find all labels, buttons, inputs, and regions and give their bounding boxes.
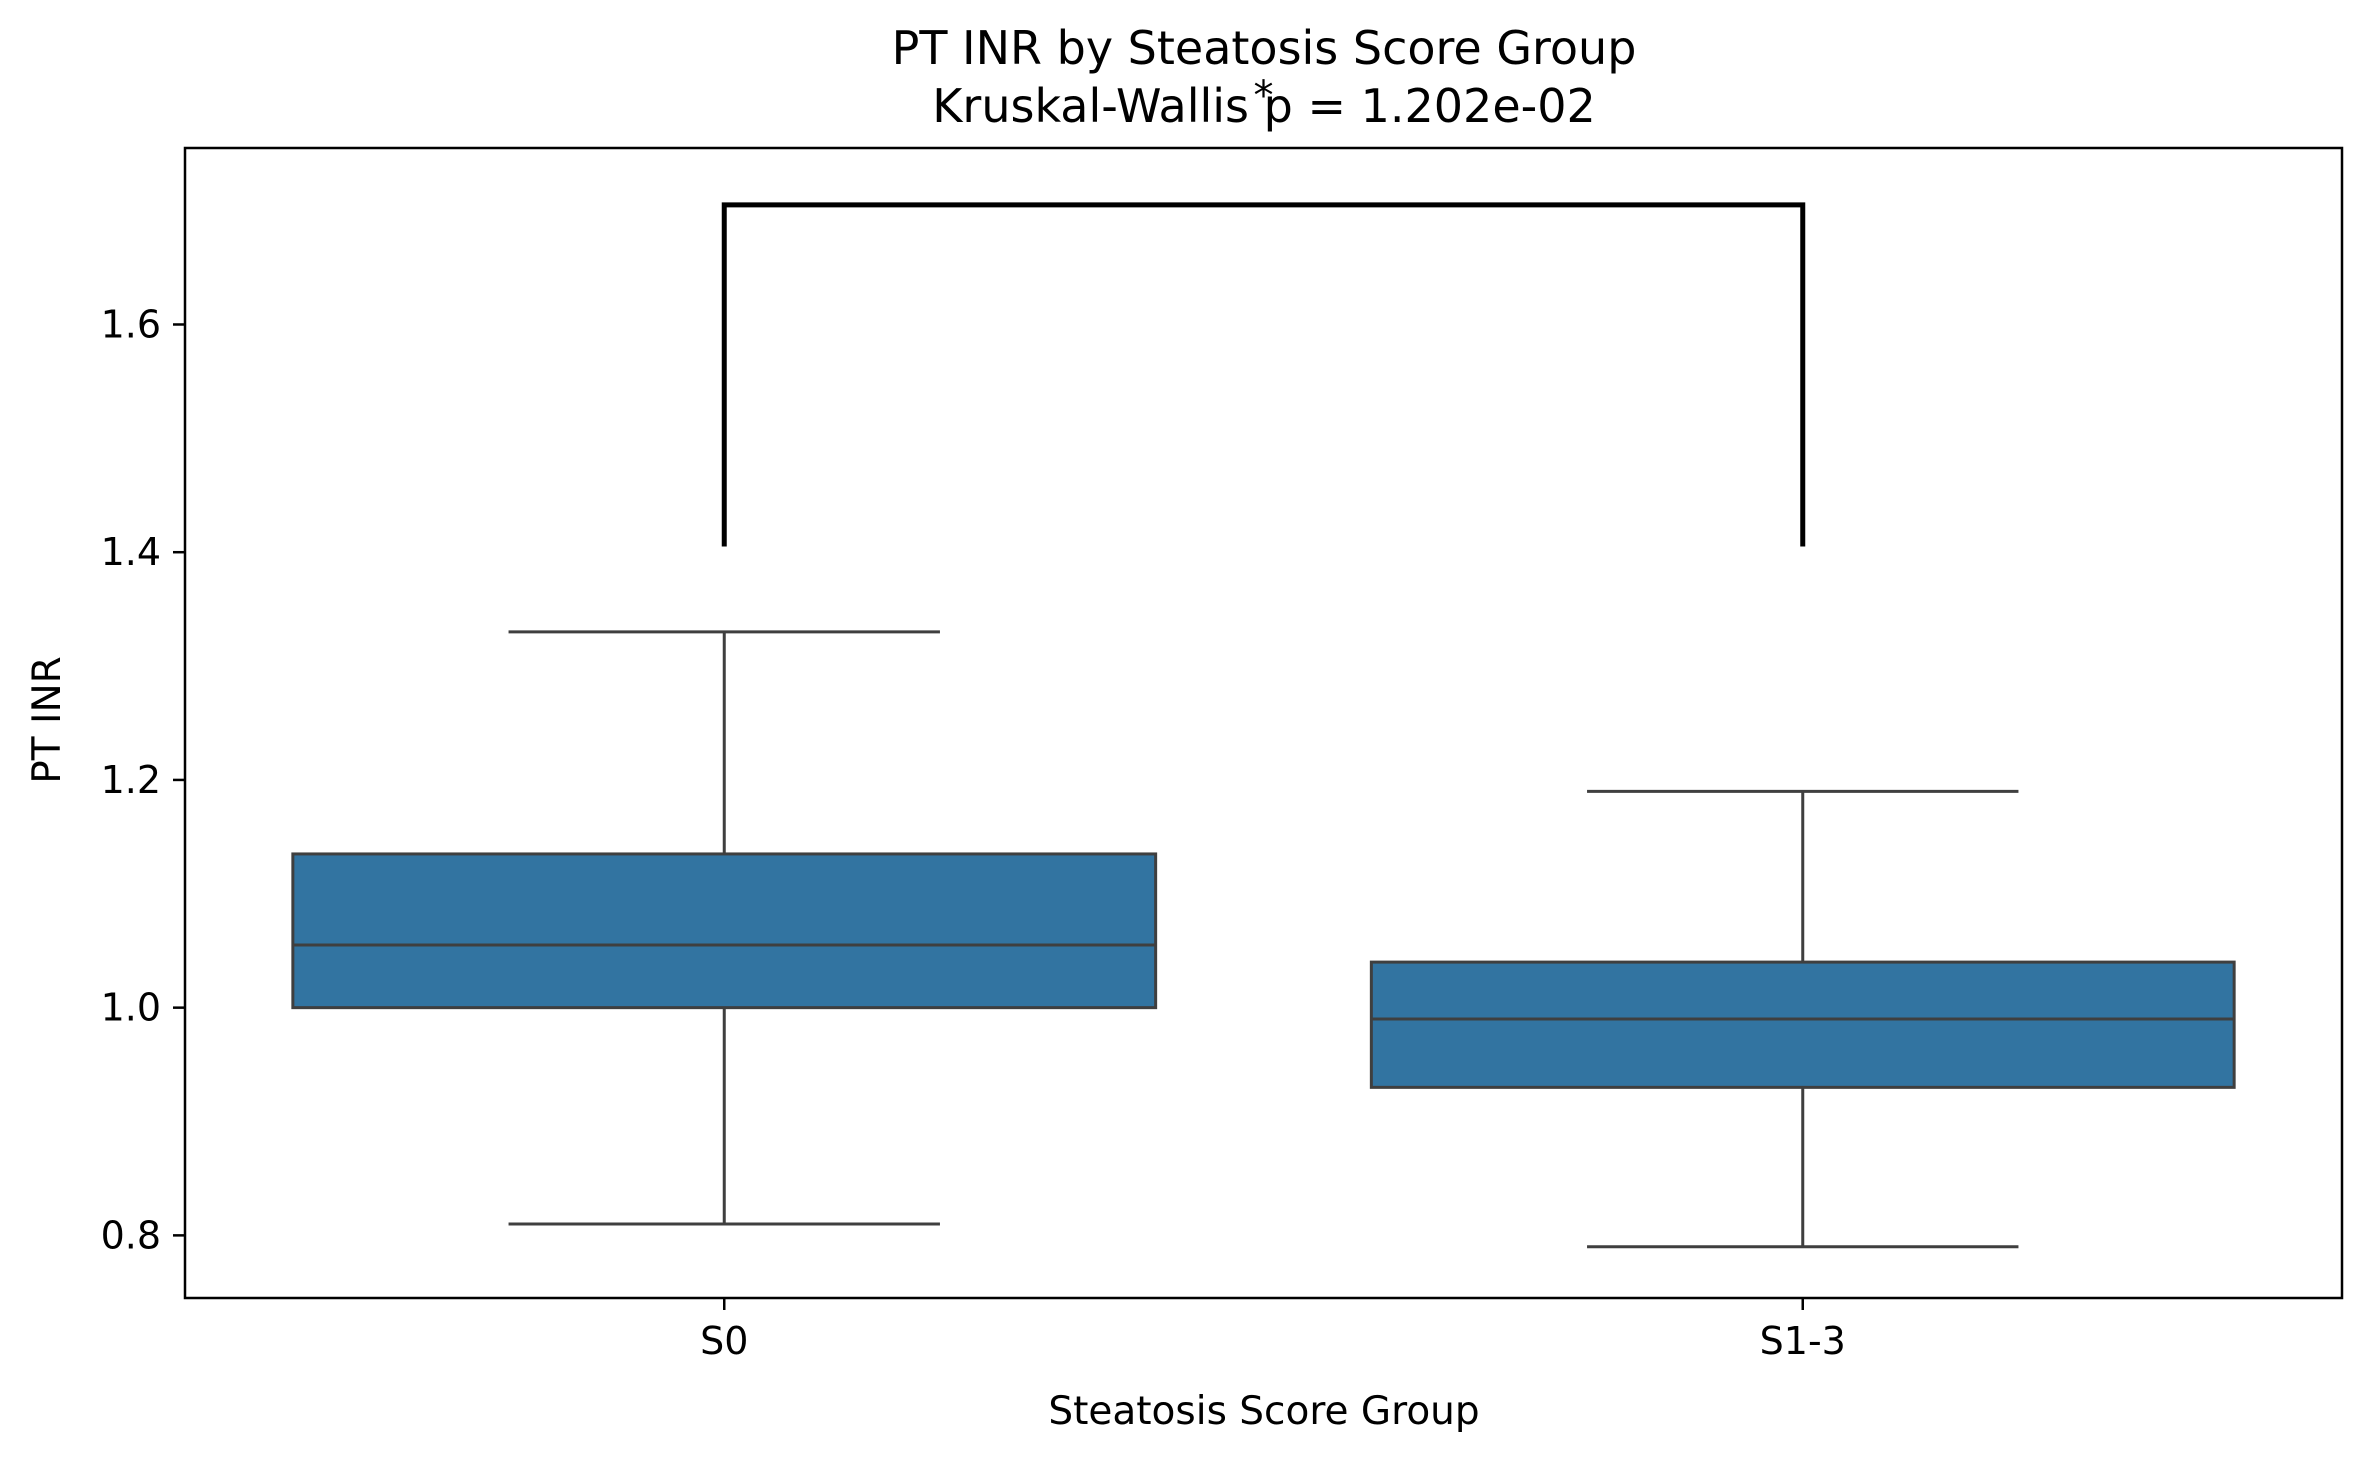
x-tick-label: S0 — [700, 1319, 748, 1363]
chart-title: PT INR by Steatosis Score Group — [892, 21, 1637, 75]
plot-area: * 0.8 1.0 1.2 1.4 1.6 S0 S1-3 — [101, 73, 2344, 1363]
x-axis-label: Steatosis Score Group — [1048, 1389, 1479, 1434]
significance-bracket — [721, 202, 1806, 547]
x-tick-label: S1-3 — [1760, 1319, 1846, 1363]
y-tick-label: 1.0 — [101, 986, 161, 1030]
box-group — [291, 630, 1158, 1226]
box-group — [1369, 789, 2236, 1249]
plot-frame — [183, 146, 2344, 1300]
y-tick-label: 1.6 — [101, 302, 161, 346]
box-iqr — [1369, 960, 2236, 1089]
y-tick-label: 0.8 — [101, 1213, 161, 1257]
y-axis-label: PT INR — [25, 656, 70, 784]
significance-label: * — [1254, 73, 1274, 119]
y-tick-label: 1.4 — [101, 530, 161, 574]
chart-subtitle: Kruskal-Wallis p = 1.202e-02 — [932, 79, 1596, 133]
y-tick-label: 1.2 — [101, 758, 161, 802]
box-iqr — [291, 852, 1158, 1010]
